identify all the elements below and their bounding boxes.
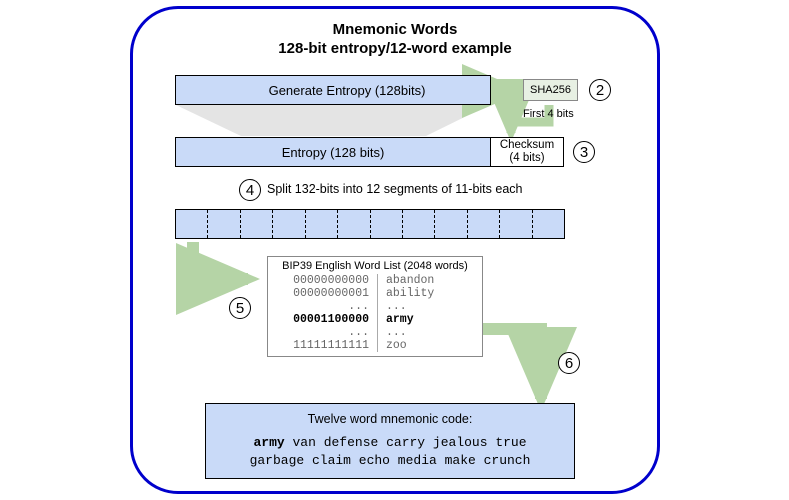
- result-line-2: garbage claim echo media make crunch: [212, 452, 568, 470]
- step-number-2: 2: [589, 79, 611, 101]
- wordlist-binary: 00000000001: [268, 287, 378, 300]
- diagram-frame: Mnemonic Words 128-bit entropy/12-word e…: [130, 6, 660, 494]
- step-number-4: 4: [239, 179, 261, 201]
- arrow-to-result: [481, 329, 541, 399]
- wordlist-grid: 00000000000abandon00000000001ability....…: [268, 274, 482, 352]
- title-line-2: 128-bit entropy/12-word example: [157, 40, 633, 59]
- step-number-3: 3: [573, 141, 595, 163]
- segment: [208, 210, 240, 238]
- wordlist-binary: ...: [268, 326, 378, 339]
- wordlist-title: BIP39 English Word List (2048 words): [268, 260, 482, 272]
- segment: [435, 210, 467, 238]
- funnel-shape: [176, 105, 489, 136]
- segment: [403, 210, 435, 238]
- entropy-128-box: Entropy (128 bits): [175, 137, 491, 167]
- segment: [338, 210, 370, 238]
- wordlist-word: ...: [378, 300, 468, 313]
- title-line-1: Mnemonic Words: [157, 21, 633, 40]
- diagram-title: Mnemonic Words 128-bit entropy/12-word e…: [157, 21, 633, 59]
- step-number-6: 6: [558, 352, 580, 374]
- wordlist-binary: 11111111111: [268, 339, 378, 352]
- result-highlight-word: army: [253, 435, 284, 450]
- wordlist-word: ability: [378, 287, 468, 300]
- segment: [500, 210, 532, 238]
- segment: [241, 210, 273, 238]
- checksum-line-2: (4 bits): [509, 152, 544, 165]
- wordlist-binary: ...: [268, 300, 378, 313]
- wordlist-word: ...: [378, 326, 468, 339]
- wordlist-word: abandon: [378, 274, 468, 287]
- wordlist-binary: 00001100000: [268, 313, 378, 326]
- result-line-1: army van defense carry jealous true: [212, 434, 568, 452]
- segment: [468, 210, 500, 238]
- checksum-line-1: Checksum: [500, 139, 554, 152]
- segment: [176, 210, 208, 238]
- step-number-5: 5: [229, 297, 251, 319]
- first-4-bits-label: First 4 bits: [523, 108, 574, 120]
- arrow-to-wordlist: [193, 242, 248, 279]
- generate-entropy-box: Generate Entropy (128bits): [175, 75, 491, 105]
- result-caption: Twelve word mnemonic code:: [212, 412, 568, 426]
- wordlist-binary: 00000000000: [268, 274, 378, 287]
- wordlist-box: BIP39 English Word List (2048 words) 000…: [267, 256, 483, 357]
- segment: [306, 210, 338, 238]
- result-words: army van defense carry jealous true garb…: [212, 434, 568, 470]
- segment: [273, 210, 305, 238]
- wordlist-word: zoo: [378, 339, 468, 352]
- result-box: Twelve word mnemonic code: army van defe…: [205, 403, 575, 479]
- segment-bar: [175, 209, 565, 239]
- segment: [371, 210, 403, 238]
- checksum-box: Checksum (4 bits): [490, 137, 564, 167]
- split-caption: Split 132-bits into 12 segments of 11-bi…: [267, 182, 522, 196]
- sha256-box: SHA256: [523, 79, 578, 101]
- segment: [533, 210, 564, 238]
- wordlist-word: army: [378, 313, 468, 326]
- result-line-1-rest: van defense carry jealous true: [285, 435, 527, 450]
